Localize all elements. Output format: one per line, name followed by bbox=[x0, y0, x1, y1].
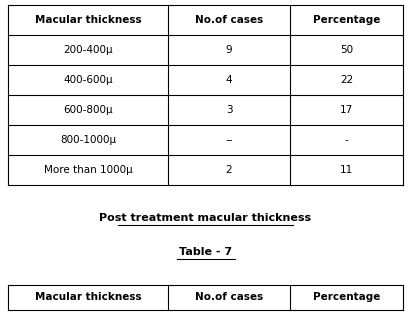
Text: --: -- bbox=[225, 135, 233, 145]
Text: 3: 3 bbox=[226, 105, 232, 115]
Text: 400-600μ: 400-600μ bbox=[63, 75, 113, 85]
Text: 9: 9 bbox=[226, 45, 232, 55]
Text: Percentage: Percentage bbox=[313, 293, 380, 302]
Text: 22: 22 bbox=[340, 75, 353, 85]
Text: 4: 4 bbox=[226, 75, 232, 85]
Text: More than 1000μ: More than 1000μ bbox=[44, 165, 132, 175]
Text: -: - bbox=[345, 135, 349, 145]
Text: 800-1000μ: 800-1000μ bbox=[60, 135, 116, 145]
Text: Table - 7: Table - 7 bbox=[179, 247, 232, 257]
Text: 2: 2 bbox=[226, 165, 232, 175]
Text: 600-800μ: 600-800μ bbox=[63, 105, 113, 115]
Text: Macular thickness: Macular thickness bbox=[35, 293, 141, 302]
Text: Post treatment macular thickness: Post treatment macular thickness bbox=[99, 213, 312, 223]
Text: 17: 17 bbox=[340, 105, 353, 115]
Text: 50: 50 bbox=[340, 45, 353, 55]
Text: 200-400μ: 200-400μ bbox=[63, 45, 113, 55]
Text: Percentage: Percentage bbox=[313, 15, 380, 25]
Text: No.of cases: No.of cases bbox=[195, 15, 263, 25]
Text: 11: 11 bbox=[340, 165, 353, 175]
Text: Macular thickness: Macular thickness bbox=[35, 15, 141, 25]
Text: No.of cases: No.of cases bbox=[195, 293, 263, 302]
